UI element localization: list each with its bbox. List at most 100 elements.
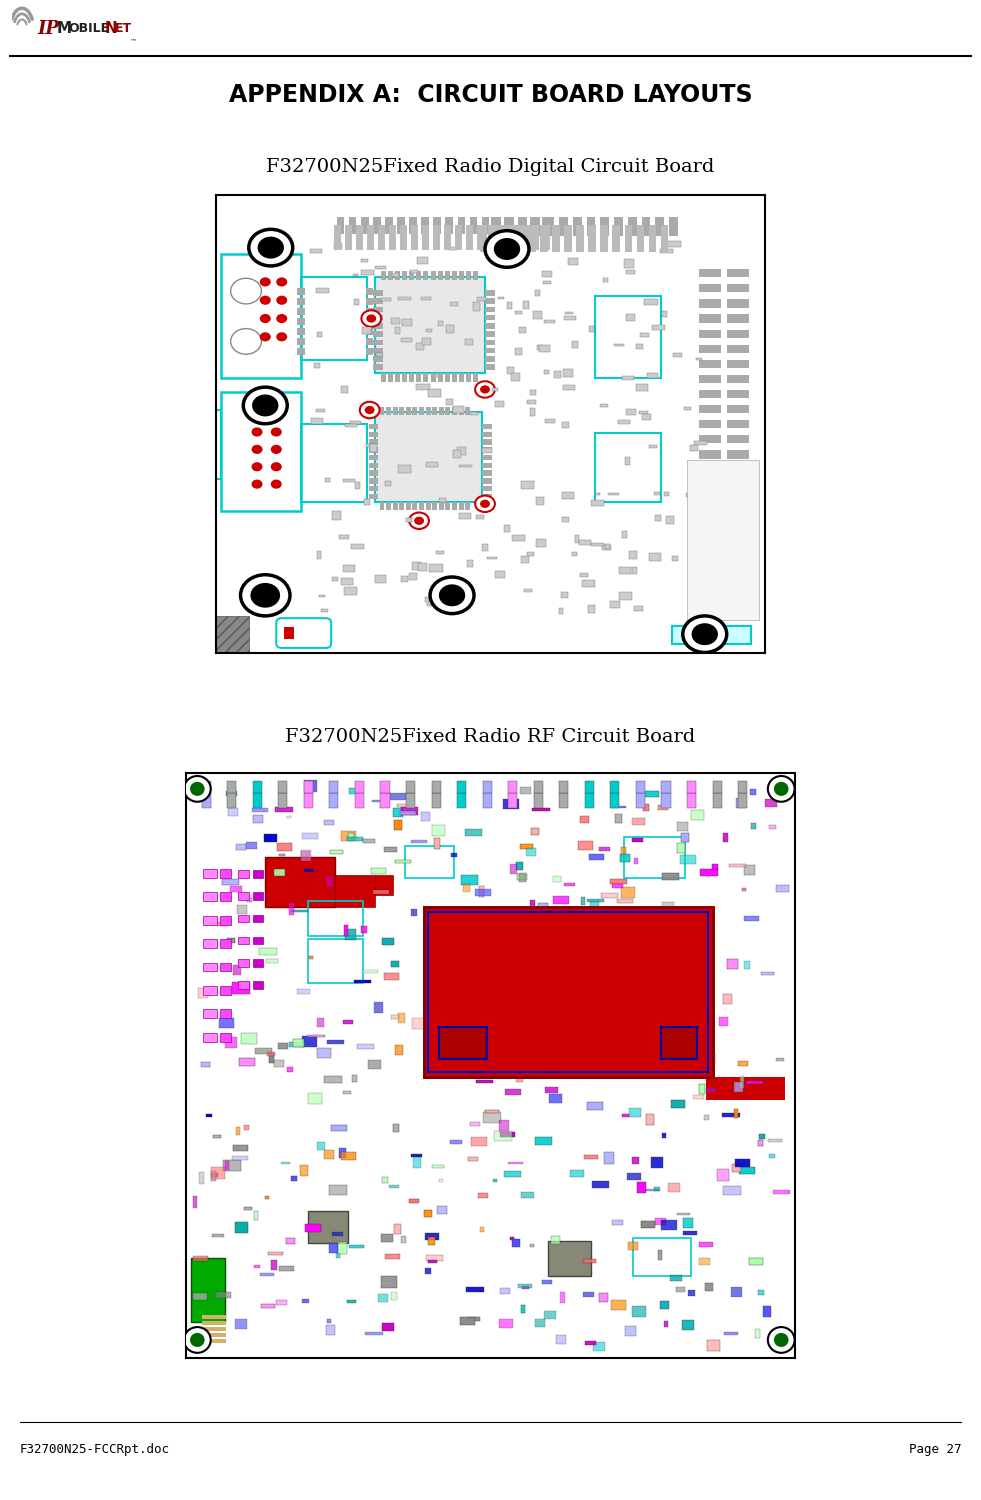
- Bar: [459, 272, 464, 279]
- Bar: [269, 1053, 274, 1062]
- Bar: [340, 1152, 356, 1160]
- Bar: [443, 225, 451, 251]
- Bar: [485, 356, 494, 362]
- Bar: [266, 958, 278, 963]
- Bar: [488, 225, 494, 251]
- Circle shape: [258, 237, 284, 258]
- Circle shape: [475, 495, 494, 512]
- Bar: [384, 974, 399, 980]
- Bar: [202, 1322, 226, 1326]
- Bar: [372, 800, 387, 802]
- Bar: [284, 627, 294, 639]
- Bar: [684, 406, 691, 411]
- Bar: [307, 1035, 326, 1038]
- Bar: [611, 1299, 627, 1310]
- Bar: [691, 810, 704, 820]
- Bar: [460, 938, 470, 948]
- Circle shape: [277, 314, 287, 322]
- Circle shape: [240, 574, 290, 616]
- Bar: [271, 1260, 278, 1270]
- Bar: [226, 790, 237, 796]
- Bar: [614, 217, 623, 236]
- Bar: [374, 332, 384, 338]
- Bar: [568, 258, 578, 266]
- Bar: [317, 410, 325, 413]
- Bar: [738, 1060, 749, 1066]
- Bar: [507, 366, 514, 374]
- Bar: [247, 897, 252, 902]
- Bar: [334, 225, 341, 251]
- Bar: [453, 450, 461, 458]
- Bar: [399, 408, 404, 414]
- Bar: [304, 782, 313, 794]
- Bar: [439, 1028, 488, 1059]
- Bar: [724, 1332, 738, 1335]
- Bar: [699, 435, 721, 444]
- Bar: [579, 540, 591, 544]
- Bar: [719, 1017, 728, 1026]
- Text: OBILE: OBILE: [68, 22, 109, 34]
- Bar: [518, 975, 523, 982]
- Bar: [699, 390, 721, 398]
- Bar: [369, 454, 379, 460]
- Text: IP: IP: [37, 20, 59, 38]
- Bar: [661, 1028, 697, 1059]
- Bar: [409, 272, 414, 279]
- Bar: [530, 390, 536, 394]
- Bar: [474, 272, 479, 279]
- Bar: [749, 1258, 762, 1266]
- Circle shape: [774, 1334, 789, 1347]
- Bar: [410, 270, 418, 273]
- Bar: [604, 544, 610, 549]
- Bar: [422, 225, 429, 251]
- Bar: [619, 927, 633, 934]
- Bar: [517, 874, 527, 880]
- Bar: [512, 940, 523, 950]
- Circle shape: [360, 402, 380, 418]
- Bar: [406, 794, 415, 807]
- Text: APPENDIX A:  CIRCUIT BOARD LAYOUTS: APPENDIX A: CIRCUIT BOARD LAYOUTS: [229, 82, 752, 106]
- Bar: [414, 1156, 421, 1167]
- Bar: [734, 1108, 738, 1118]
- Bar: [471, 413, 478, 416]
- Bar: [419, 503, 424, 510]
- Bar: [406, 503, 411, 510]
- Bar: [593, 1341, 605, 1352]
- Circle shape: [260, 278, 271, 286]
- Bar: [398, 297, 411, 300]
- Bar: [555, 1335, 566, 1344]
- Bar: [301, 278, 367, 360]
- Bar: [203, 1010, 217, 1019]
- Bar: [431, 374, 436, 381]
- Bar: [228, 938, 235, 942]
- Bar: [605, 1040, 623, 1044]
- Bar: [203, 986, 217, 994]
- Bar: [648, 999, 660, 1004]
- Bar: [225, 1161, 230, 1170]
- Bar: [378, 225, 385, 251]
- Bar: [427, 603, 434, 606]
- Bar: [265, 1196, 269, 1198]
- Bar: [738, 782, 748, 794]
- Bar: [470, 216, 478, 234]
- Bar: [228, 782, 236, 794]
- Bar: [220, 1034, 231, 1041]
- Bar: [699, 526, 721, 534]
- Bar: [594, 296, 661, 378]
- Bar: [217, 922, 228, 926]
- Bar: [588, 606, 595, 612]
- Bar: [493, 1058, 508, 1066]
- Bar: [317, 550, 322, 560]
- Bar: [532, 828, 539, 836]
- Bar: [440, 1007, 444, 1019]
- Bar: [584, 1258, 596, 1263]
- Bar: [562, 492, 574, 500]
- Bar: [688, 1290, 695, 1296]
- Bar: [485, 1110, 499, 1113]
- Bar: [699, 315, 721, 322]
- Bar: [634, 606, 643, 610]
- Bar: [508, 782, 517, 794]
- Bar: [395, 859, 411, 862]
- Bar: [439, 982, 451, 1018]
- Bar: [642, 414, 650, 420]
